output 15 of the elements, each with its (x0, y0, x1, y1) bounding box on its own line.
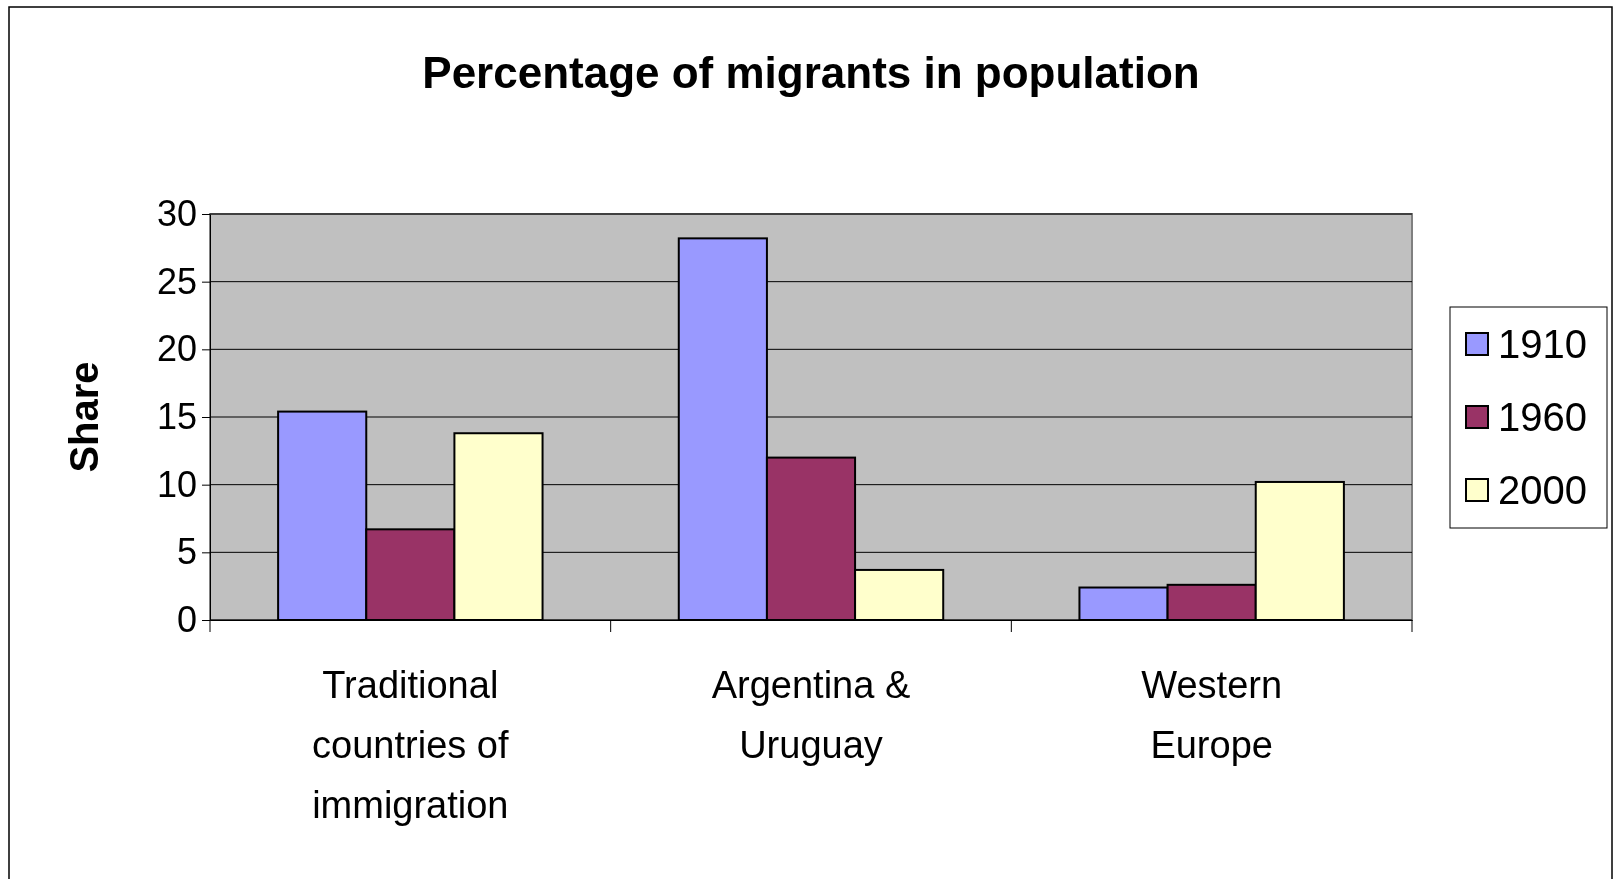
chart-title: Percentage of migrants in population (422, 48, 1200, 97)
legend-label: 2000 (1498, 468, 1587, 512)
y-tick-label: 25 (156, 260, 197, 302)
y-tick-label: 15 (156, 396, 197, 438)
legend-label: 1910 (1498, 322, 1587, 366)
y-tick-label: 10 (156, 463, 197, 505)
y-tick-label: 5 (176, 531, 197, 573)
x-tick-label: Western Europe (1141, 664, 1283, 766)
y-axis-title: Share (62, 361, 106, 473)
x-tick-label: Traditional countries of immigration (312, 664, 509, 826)
y-tick-label: 0 (176, 599, 197, 641)
x-tick-label: Argentina & Uruguay (711, 664, 911, 766)
y-tick-label: 20 (156, 328, 197, 370)
y-tick-label: 30 (156, 193, 197, 235)
legend-label: 1960 (1498, 395, 1587, 439)
